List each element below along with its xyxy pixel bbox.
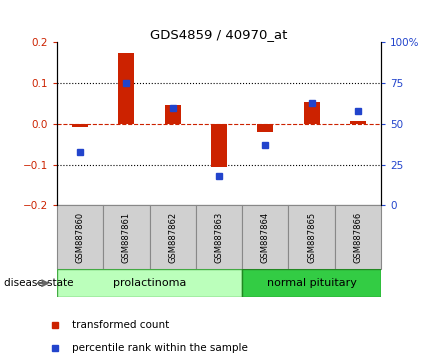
Bar <box>118 53 134 124</box>
Bar <box>350 121 366 124</box>
Text: transformed count: transformed count <box>72 320 170 330</box>
Text: GSM887860: GSM887860 <box>76 212 85 263</box>
Bar <box>103 205 149 269</box>
Text: GSM887862: GSM887862 <box>168 212 177 263</box>
Bar <box>211 124 227 167</box>
Bar <box>304 102 320 124</box>
Text: GSM887864: GSM887864 <box>261 212 270 263</box>
Title: GDS4859 / 40970_at: GDS4859 / 40970_at <box>150 28 288 41</box>
Text: prolactinoma: prolactinoma <box>113 278 186 288</box>
Text: disease state: disease state <box>4 278 74 288</box>
Bar <box>72 124 88 127</box>
Bar <box>196 205 242 269</box>
Text: GSM887866: GSM887866 <box>353 212 362 263</box>
Bar <box>57 269 242 297</box>
Bar <box>149 205 196 269</box>
Bar <box>335 205 381 269</box>
Text: GSM887865: GSM887865 <box>307 212 316 263</box>
Text: GSM887861: GSM887861 <box>122 212 131 263</box>
Text: GSM887863: GSM887863 <box>215 212 223 263</box>
Text: percentile rank within the sample: percentile rank within the sample <box>72 343 248 353</box>
Text: normal pituitary: normal pituitary <box>267 278 357 288</box>
Bar <box>289 205 335 269</box>
Bar <box>57 205 103 269</box>
Bar <box>257 124 273 132</box>
Bar <box>165 105 181 124</box>
Bar <box>242 269 381 297</box>
Bar <box>242 205 289 269</box>
